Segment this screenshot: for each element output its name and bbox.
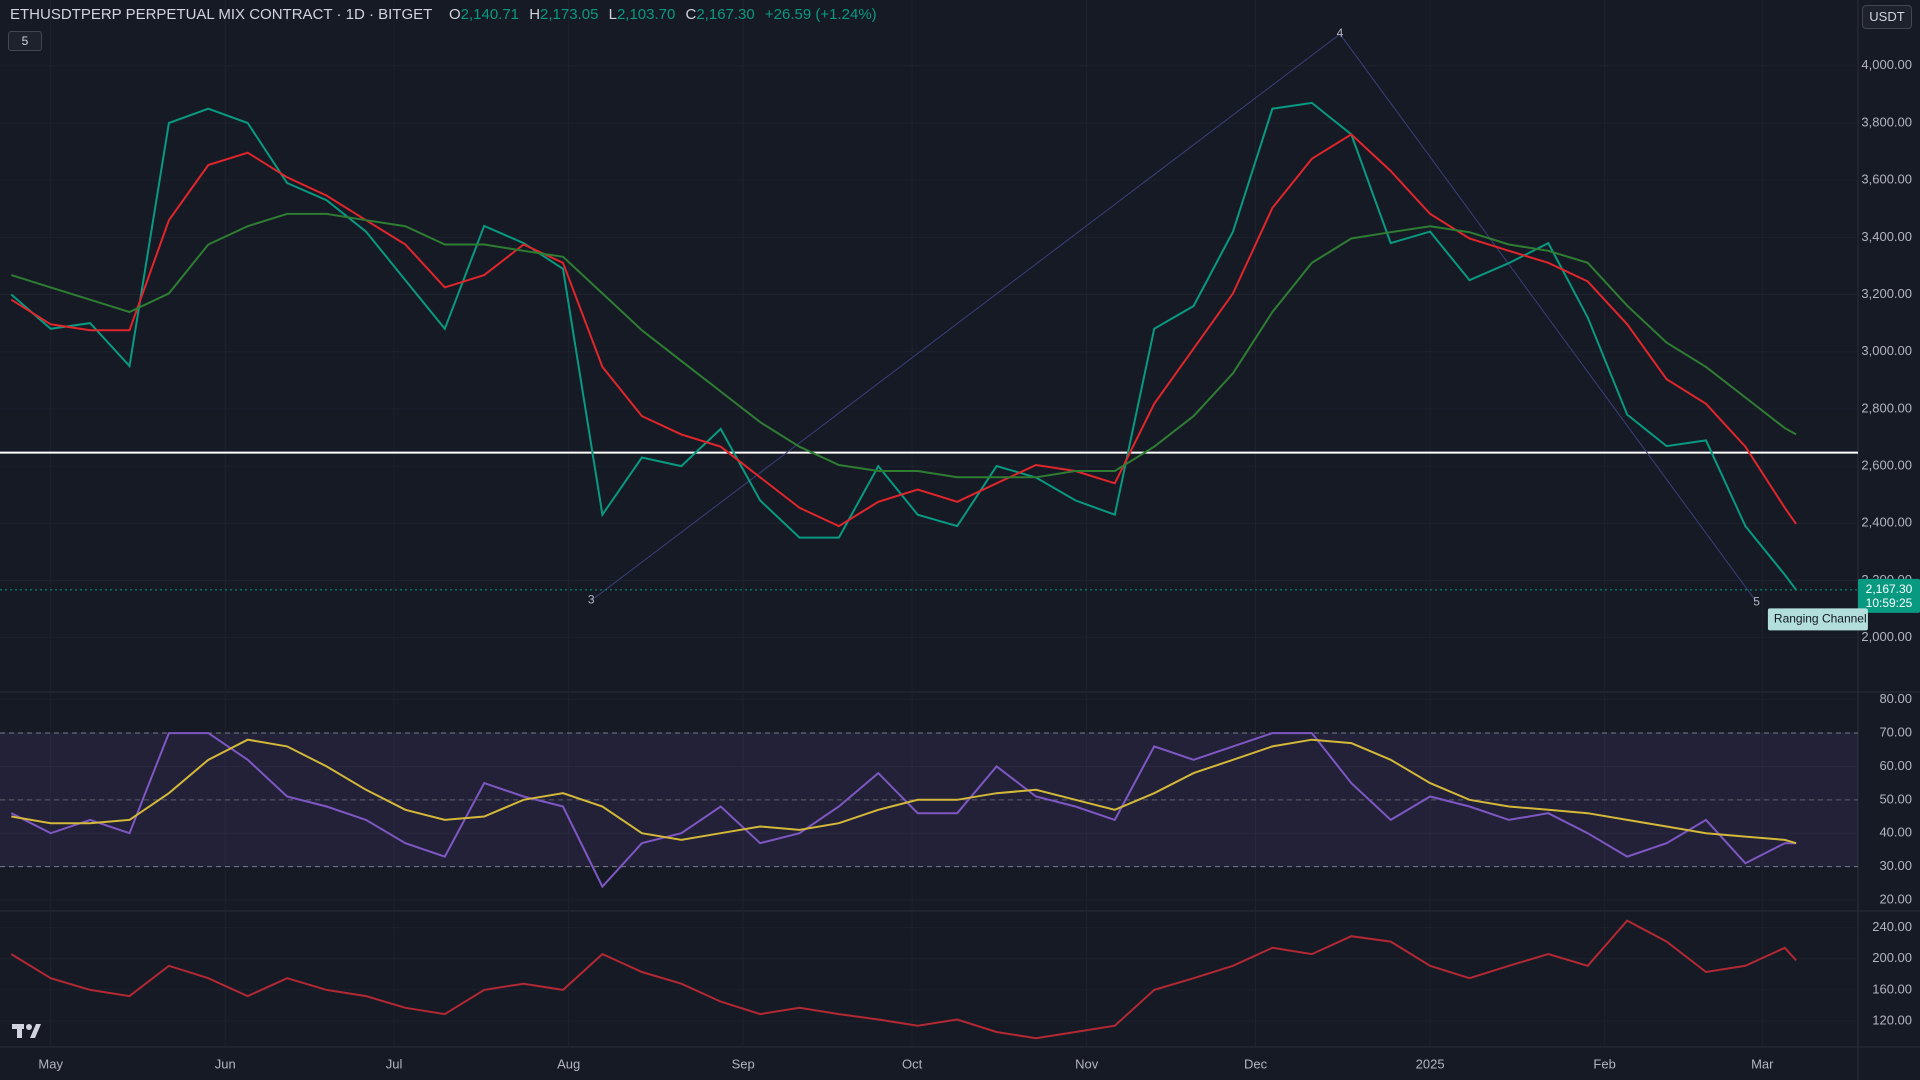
y-tick-label: 120.00 <box>1872 1013 1912 1028</box>
price-tag <box>1858 578 1920 613</box>
y-tick-label: 3,800.00 <box>1861 114 1912 129</box>
y-tick-label: 70.00 <box>1879 724 1912 739</box>
y-tick-label: 50.00 <box>1879 791 1912 806</box>
y-tick-label: 20.00 <box>1879 891 1912 906</box>
logo <box>12 1024 41 1038</box>
price-tag-label: 2,167.30 <box>1866 582 1913 596</box>
x-tick-label: Oct <box>902 1056 923 1071</box>
ohlc-value: 2,173.05 <box>540 6 599 23</box>
countdown: 10:59:25 <box>1866 596 1913 610</box>
series-line <box>10 732 1797 889</box>
x-tick-label: 2025 <box>1416 1056 1445 1071</box>
currency-button[interactable]: USDT <box>1862 5 1912 29</box>
y-tick-label: 3,200.00 <box>1861 286 1912 301</box>
y-tick-label: 80.00 <box>1879 691 1912 706</box>
y-tick-label: 2,800.00 <box>1861 400 1912 415</box>
ohlc-value: 2,167.30 <box>696 6 755 23</box>
series-line <box>11 212 1797 479</box>
y-tick-label: 2,400.00 <box>1861 515 1912 530</box>
series-line <box>10 133 1797 528</box>
ohlc-value: 2,103.70 <box>616 6 676 23</box>
symbol-title: ETHUSDTPERP PERPETUAL MIX CONTRACT · 1D … <box>10 6 433 23</box>
x-tick-label: Jun <box>215 1056 236 1071</box>
ohlc-key: H <box>529 6 541 23</box>
annotation: 4 <box>1337 26 1344 40</box>
change: +26.59 (+1.24%) <box>764 6 877 23</box>
x-tick-label: Nov <box>1075 1056 1099 1071</box>
y-tick-label: 200.00 <box>1872 950 1912 965</box>
header: ETHUSDTPERP PERPETUAL MIX CONTRACT · 1D … <box>10 6 883 23</box>
ohlc-key: O <box>448 6 461 23</box>
y-tick-label: 40.00 <box>1879 825 1912 840</box>
ohlc-key: L <box>608 6 617 23</box>
series-line <box>10 101 1797 591</box>
annotation: Ranging Channel <box>1774 612 1867 626</box>
annotation: 5 <box>1753 594 1760 608</box>
y-tick-label: 3,600.00 <box>1861 172 1912 187</box>
ohlc-key: C <box>685 6 697 23</box>
y-tick-label: 60.00 <box>1879 758 1912 773</box>
annotation-box <box>1767 608 1868 631</box>
x-tick-label: Sep <box>732 1056 755 1071</box>
annotation: 3 <box>588 593 595 607</box>
y-tick-label: 3,400.00 <box>1861 229 1912 244</box>
y-tick-label: 30.00 <box>1879 858 1912 873</box>
x-tick-label: Aug <box>557 1056 580 1071</box>
x-tick-label: Dec <box>1244 1056 1268 1071</box>
wave-line <box>590 33 1758 603</box>
y-tick-label: 160.00 <box>1872 981 1912 996</box>
series-line <box>11 738 1797 845</box>
x-tick-label: Jul <box>386 1056 403 1071</box>
y-tick-label: 4,000.00 <box>1861 57 1912 72</box>
y-tick-label: 2,000.00 <box>1861 629 1912 644</box>
y-tick-label: 3,000.00 <box>1861 343 1912 358</box>
x-tick-label: Mar <box>1751 1056 1774 1071</box>
y-tick-label: 240.00 <box>1872 919 1912 934</box>
x-tick-label: Feb <box>1593 1056 1615 1071</box>
series-line <box>10 919 1797 1040</box>
ohlc-value: 2,140.71 <box>460 6 520 23</box>
x-tick-label: May <box>38 1056 63 1071</box>
indicator-toggle[interactable]: 5 <box>8 31 42 51</box>
y-tick-label: 2,600.00 <box>1861 458 1912 473</box>
